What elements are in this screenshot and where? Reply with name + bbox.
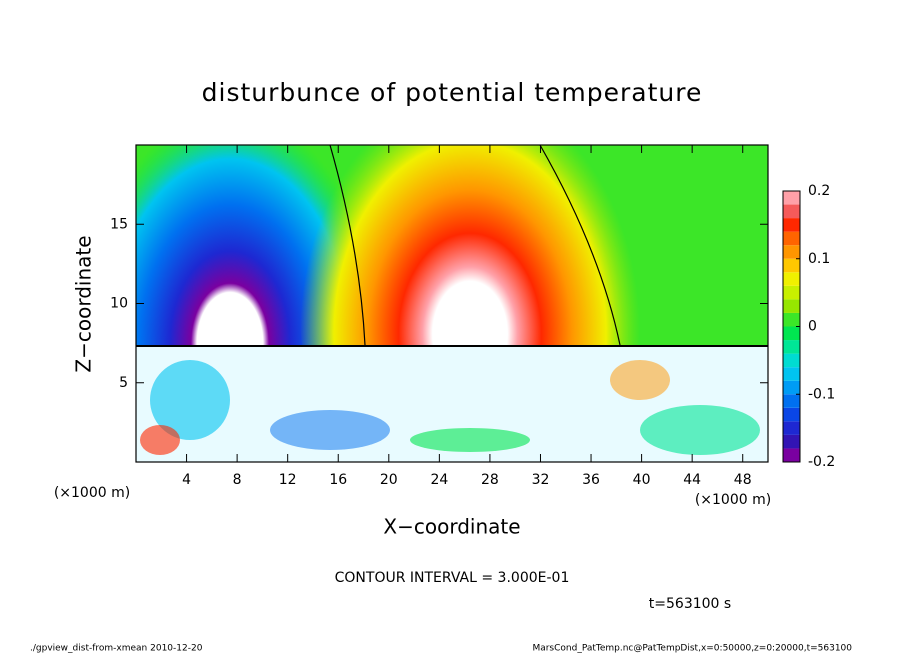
colorbar-segment: [783, 245, 800, 259]
colorbar-segment: [783, 407, 800, 422]
colorbar-tick-label: -0.2: [808, 454, 835, 470]
colorbar-segment: [783, 367, 800, 381]
colorbar-segment: [783, 353, 800, 368]
colorbar-segment: [783, 340, 800, 354]
x-tick-label: 4: [182, 472, 191, 488]
colorbar-segment: [783, 285, 800, 300]
colorbar-segment: [783, 448, 800, 462]
time-label: t=563100 s: [649, 596, 731, 612]
colorbar-tick-label: 0.1: [808, 251, 830, 267]
x-tick-label: 44: [683, 472, 701, 488]
colorbar-segment: [783, 421, 800, 435]
y-tick-label: 15: [110, 216, 128, 232]
y-tick-label: 5: [119, 375, 128, 391]
colorbar-segment: [783, 326, 800, 341]
x-tick-label: 24: [430, 472, 448, 488]
chart-title: disturbunce of potential temperature: [202, 78, 703, 107]
footer-left: ./gpview_dist-from-xmean 2010-12-20: [30, 644, 203, 654]
colorbar-segment: [783, 204, 800, 219]
footer-right: MarsCond_PatTemp.nc@PatTempDist,x=0:5000…: [532, 644, 852, 654]
colorbar-frame: [782, 190, 801, 463]
colorbar-segment: [783, 272, 800, 286]
x-axis-label: X−coordinate: [383, 515, 520, 539]
colorbar-tick-label: 0.2: [808, 183, 830, 199]
y-axis-label: Z−coordinate: [72, 235, 96, 372]
x-tick-label: 40: [633, 472, 651, 488]
y-unit-label: (×1000 m): [54, 485, 130, 501]
x-tick-label: 12: [279, 472, 297, 488]
colorbar-segment: [783, 191, 800, 205]
colorbar-segment: [783, 299, 800, 313]
y-tick-label: 10: [110, 296, 128, 312]
colorbar-tick-label: 0: [808, 319, 817, 335]
x-tick-label: 20: [380, 472, 398, 488]
x-tick-label: 28: [481, 472, 499, 488]
colorbar-segment: [783, 258, 800, 273]
x-tick-label: 16: [329, 472, 347, 488]
x-unit-label: (×1000 m): [695, 492, 771, 508]
colorbar-segment: [783, 394, 800, 408]
colorbar-segment: [783, 380, 800, 395]
colorbar-segment: [783, 218, 800, 232]
x-tick-label: 36: [582, 472, 600, 488]
colorbar-segment: [783, 231, 800, 246]
x-tick-label: 8: [233, 472, 242, 488]
field: [136, 145, 768, 462]
colorbar-segment: [783, 434, 800, 449]
colorbar-tick-label: -0.1: [808, 386, 835, 402]
contour-interval: CONTOUR INTERVAL = 3.000E-01: [335, 570, 570, 586]
x-tick-label: 32: [532, 472, 550, 488]
x-tick-label: 48: [734, 472, 752, 488]
colorbar-segment: [783, 312, 800, 327]
